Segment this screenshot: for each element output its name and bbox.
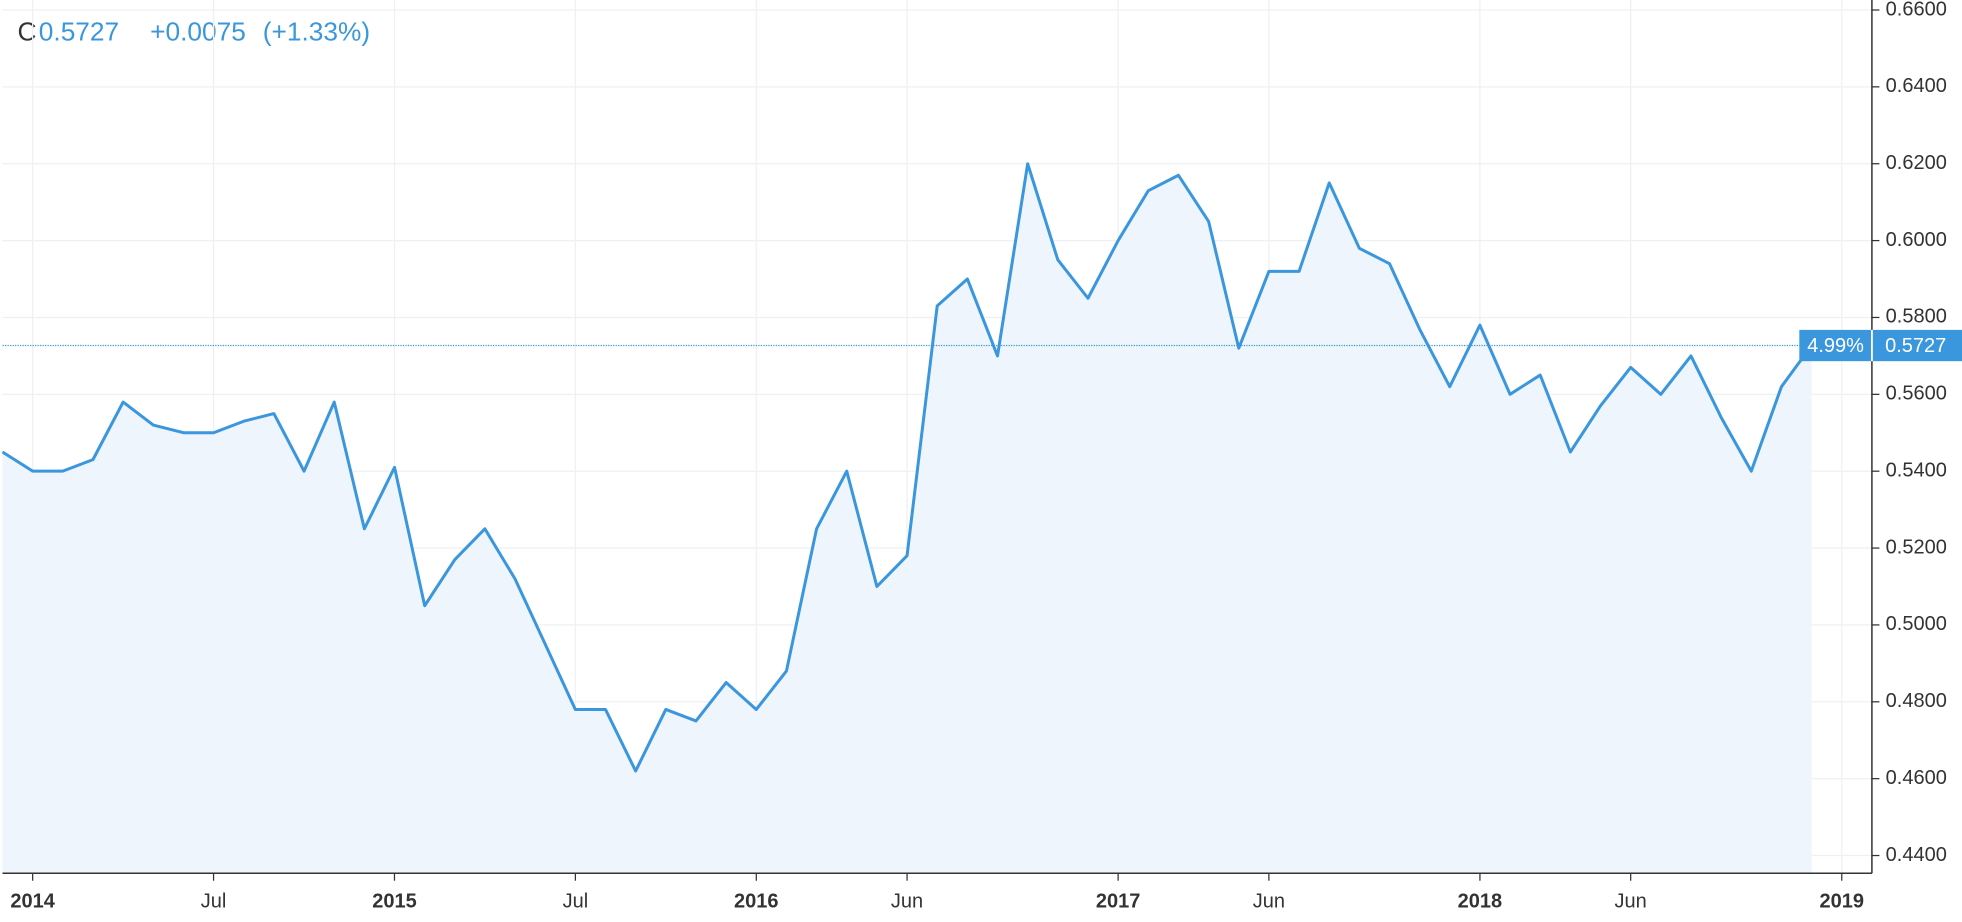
y-tick-label: 0.5400	[1886, 459, 1947, 481]
y-tick-label: 0.6000	[1886, 229, 1947, 251]
x-tick-label: Jul	[563, 890, 589, 912]
y-tick-label: 0.5000	[1886, 613, 1947, 635]
x-tick-label: 2014	[10, 890, 55, 912]
y-tick-label: 0.4400	[1886, 844, 1947, 866]
price-tag-percent: 4.99%	[1807, 335, 1864, 357]
symbol: C	[18, 17, 37, 47]
y-tick-label: 0.4800	[1886, 690, 1947, 712]
x-tick-label: 2019	[1820, 890, 1865, 912]
line	[1, 162, 1813, 773]
x-tick-label: Jun	[1615, 890, 1647, 912]
y-tick-label: 0.6600	[1886, 0, 1947, 20]
y-tick-label: 0.5200	[1886, 536, 1947, 558]
y-tick-label: 0.6200	[1886, 152, 1947, 174]
change-percent: (+1.33%)	[263, 17, 370, 47]
x-tick-label: 2016	[734, 890, 779, 912]
y-tick-label: 0.4600	[1886, 767, 1947, 789]
y-tick-label: 0.5600	[1886, 383, 1947, 405]
price-tag-value: 0.5727	[1885, 335, 1946, 357]
x-tick-label: 2017	[1096, 890, 1141, 912]
x-tick-label: 2015	[372, 890, 417, 912]
price-tag	[1799, 329, 1962, 362]
x-tick-label: 2018	[1458, 890, 1503, 912]
x-tick-label: Jul	[201, 890, 227, 912]
change: +0.0075	[150, 17, 246, 47]
x-tick-label: Jun	[891, 890, 923, 912]
last-price: 0.5727	[39, 17, 119, 47]
area	[2, 163, 1812, 874]
y-tick-label: 0.5800	[1886, 306, 1947, 328]
y-tick-label: 0.6400	[1886, 75, 1947, 97]
x-tick-label: Jun	[1253, 890, 1285, 912]
